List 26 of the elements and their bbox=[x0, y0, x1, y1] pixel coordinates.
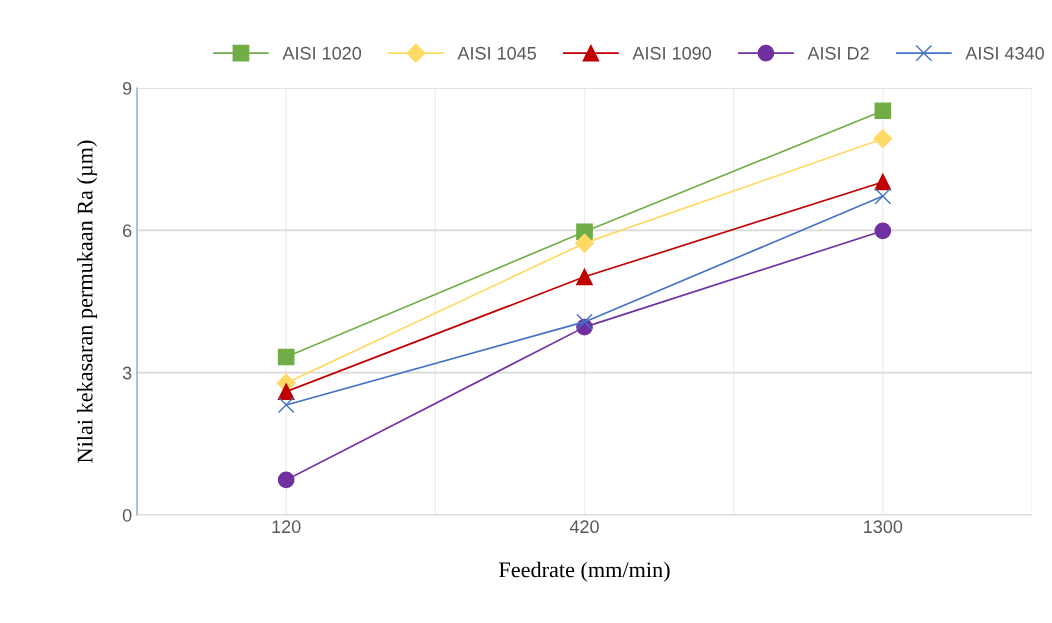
legend-label: AISI 1090 bbox=[632, 46, 712, 60]
point bbox=[277, 383, 295, 400]
x-tick-label: 120 bbox=[272, 520, 301, 534]
point bbox=[576, 313, 593, 331]
point bbox=[873, 129, 893, 149]
point bbox=[277, 396, 295, 414]
x-tick-label: 420 bbox=[569, 520, 599, 534]
y-tick-label: 6 bbox=[123, 224, 132, 238]
point bbox=[277, 471, 295, 489]
point bbox=[874, 187, 892, 205]
x-tick-label: 1300 bbox=[864, 520, 903, 534]
point bbox=[574, 233, 595, 253]
point bbox=[874, 173, 892, 191]
y-tick-label: 9 bbox=[122, 81, 132, 95]
legend-label: AISI 4340 bbox=[965, 46, 1044, 60]
x-axis-title: Feedrate (mm/min) bbox=[499, 561, 670, 582]
point bbox=[874, 102, 892, 120]
point bbox=[277, 348, 295, 366]
y-tick-label: 0 bbox=[122, 508, 132, 522]
point bbox=[874, 222, 892, 240]
point bbox=[576, 268, 593, 286]
legend-label: AISI 1045 bbox=[457, 46, 536, 60]
y-tick-label: 3 bbox=[122, 366, 132, 380]
legend-label: AISI 1020 bbox=[282, 46, 362, 60]
y-axis-title: Nilai kekasaran permukaan Ra (µm) bbox=[76, 140, 98, 463]
legend-label: AISI D2 bbox=[807, 46, 869, 60]
